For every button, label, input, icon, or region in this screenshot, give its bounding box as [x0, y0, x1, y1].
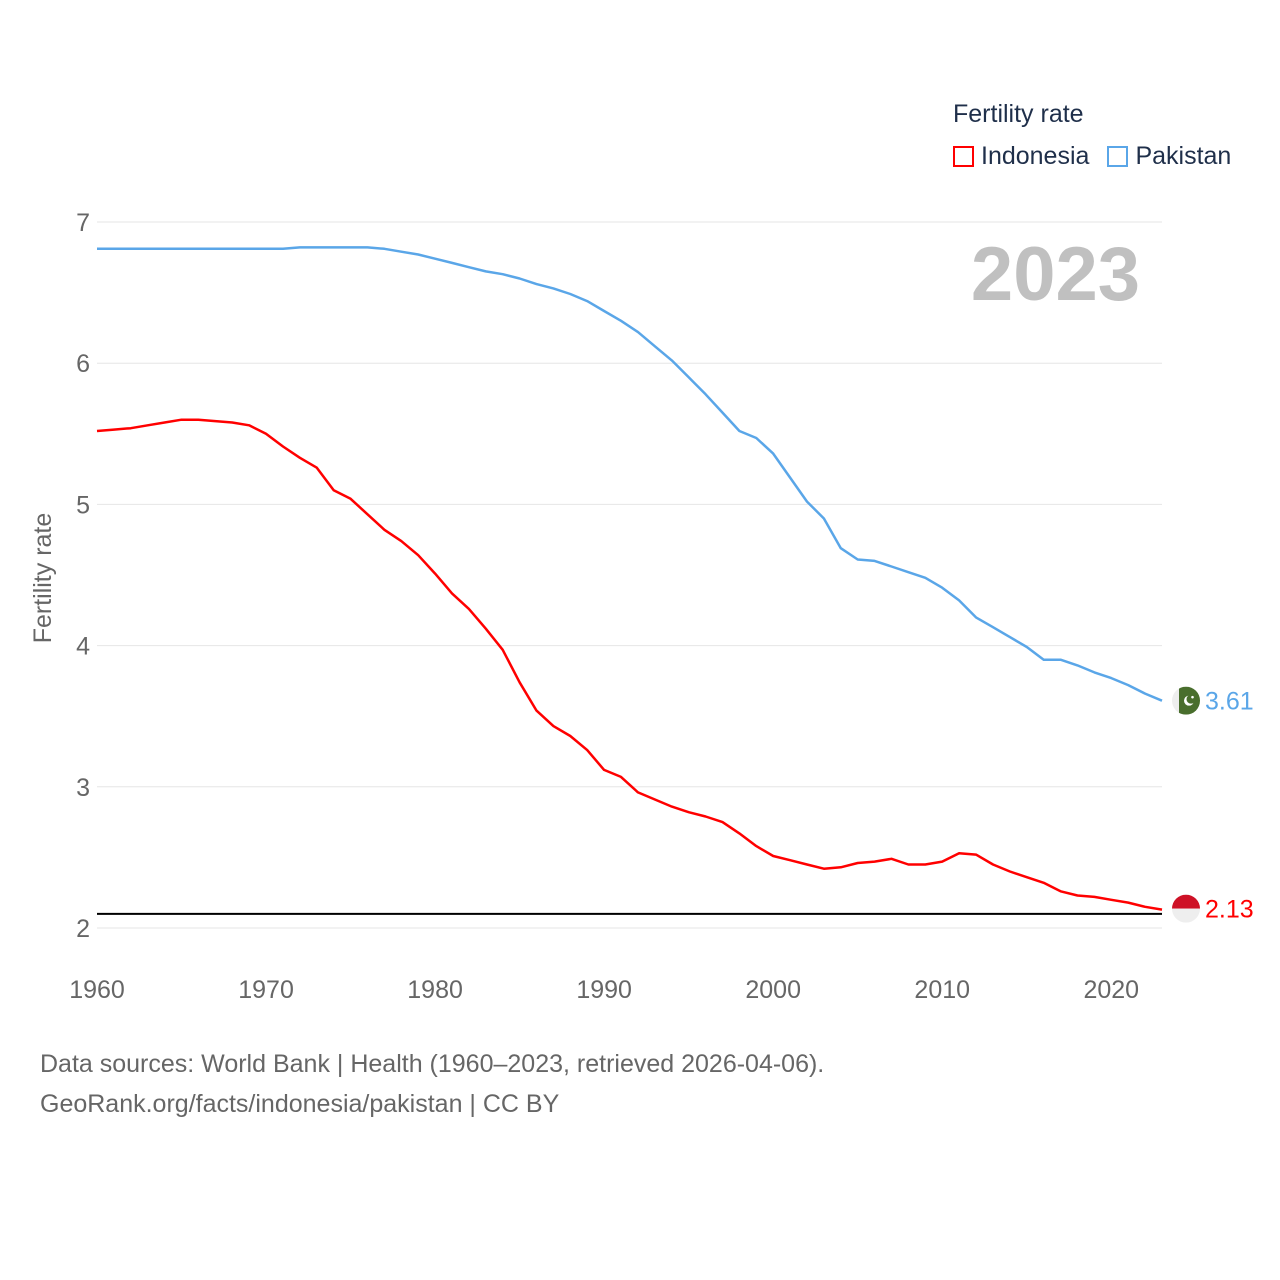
- y-tick-label: 2: [76, 915, 90, 943]
- y-tick-label: 3: [76, 774, 90, 802]
- pakistan-flag-icon: [1172, 686, 1200, 715]
- x-tick-label: 2020: [1083, 976, 1139, 1004]
- x-tick-label: 1980: [407, 976, 463, 1004]
- y-axis-label: Fertility rate: [29, 513, 57, 644]
- source-line-1: Data sources: World Bank | Health (1960–…: [40, 1050, 825, 1078]
- legend-title: Fertility rate: [953, 100, 1084, 128]
- y-tick-label: 4: [76, 633, 90, 661]
- x-tick-label: 2000: [745, 976, 801, 1004]
- legend-item-pakistan[interactable]: Pakistan: [1107, 142, 1231, 171]
- legend-item-indonesia[interactable]: Indonesia: [953, 142, 1089, 171]
- x-tick-label: 2010: [914, 976, 970, 1004]
- indonesia-flag-icon: [1172, 894, 1200, 923]
- end-value-label-indonesia: 2.13: [1205, 896, 1254, 924]
- legend: Indonesia Pakistan: [953, 142, 1249, 171]
- x-tick-label: 1970: [238, 976, 294, 1004]
- legend-swatch-pakistan: [1107, 146, 1129, 167]
- series-line-pakistan: [97, 246, 1163, 702]
- year-label: 2023: [971, 232, 1140, 317]
- y-tick-label: 6: [76, 350, 90, 378]
- source-line-2[interactable]: GeoRank.org/facts/indonesia/pakistan | C…: [40, 1090, 560, 1118]
- source-note: Data sources: World Bank | Health (1960–…: [40, 1044, 824, 1124]
- legend-swatch-indonesia: [953, 146, 974, 167]
- end-value-label-pakistan: 3.61: [1205, 688, 1254, 716]
- x-tick-label: 1960: [69, 976, 125, 1004]
- legend-label-indonesia: Indonesia: [981, 142, 1090, 170]
- y-tick-label: 5: [76, 491, 90, 519]
- y-tick-label: 7: [76, 209, 90, 237]
- legend-label-pakistan: Pakistan: [1135, 142, 1232, 170]
- series-line-indonesia: [96, 418, 1163, 911]
- x-tick-label: 1990: [576, 976, 632, 1004]
